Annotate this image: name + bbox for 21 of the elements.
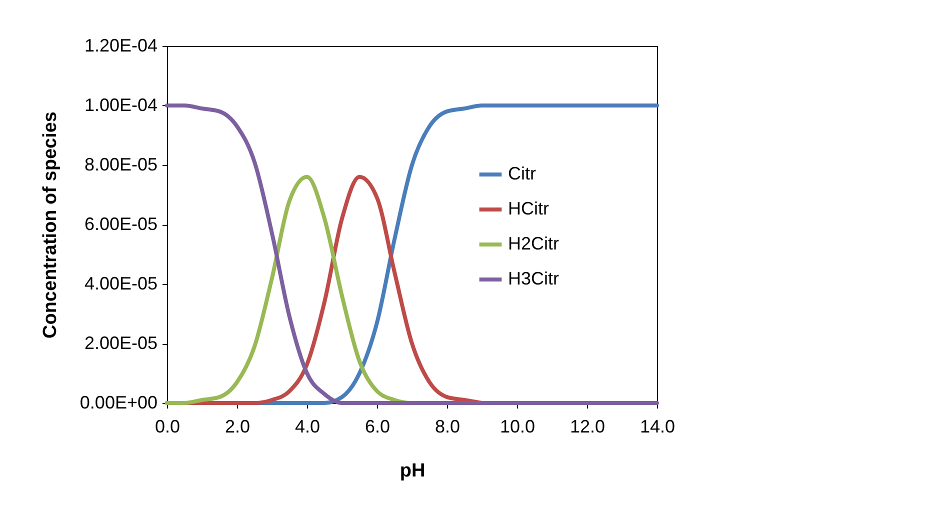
legend-label: H3Citr: [508, 268, 560, 288]
y-tick-label: 2.00E-05: [84, 333, 158, 353]
y-axis-title: Concentration of species: [40, 112, 61, 338]
x-tick-label: 14.0: [640, 416, 676, 436]
y-tick-label: 8.00E-05: [84, 154, 158, 174]
y-tick-label: 6.00E-05: [84, 214, 158, 234]
x-tick-label: 8.0: [434, 416, 460, 436]
legend-label: Citr: [508, 164, 536, 184]
x-axis-title: pH: [400, 460, 426, 482]
x-tick-label: 2.0: [224, 416, 250, 436]
x-tick-label: 4.0: [294, 416, 320, 436]
y-tick-label: 4.00E-05: [84, 274, 158, 294]
x-tick-label: 10.0: [500, 416, 536, 436]
y-tick-label: 0.00E+00: [80, 392, 158, 412]
y-tick-label: 1.20E-04: [84, 36, 158, 56]
legend-label: H2Citr: [508, 234, 560, 254]
legend-label: HCitr: [508, 198, 549, 218]
x-tick-label: 12.0: [570, 416, 606, 436]
x-tick-label: 0.0: [154, 416, 180, 436]
y-tick-label: 1.00E-04: [84, 95, 158, 115]
x-tick-label: 6.0: [364, 416, 390, 436]
